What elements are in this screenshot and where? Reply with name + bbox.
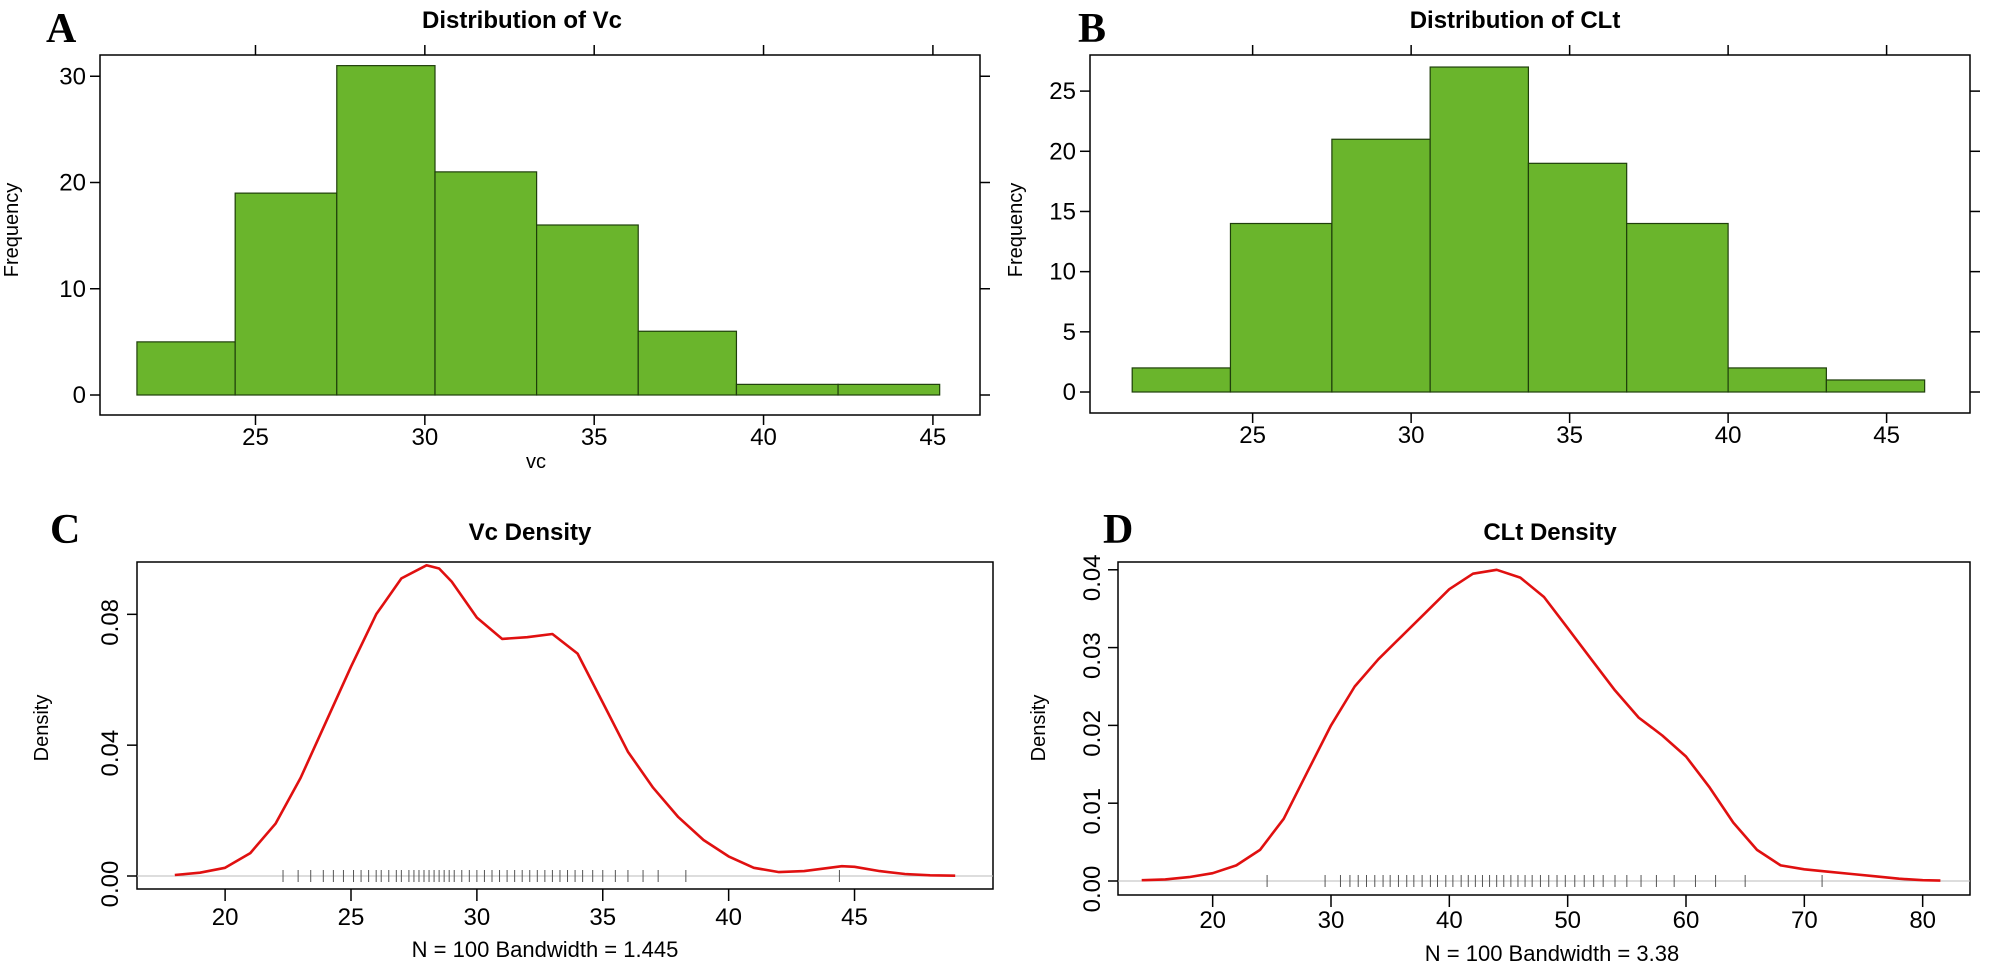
histogram-bar (837, 383, 941, 396)
histogram-bar (1527, 162, 1628, 393)
y-tick-label: 0.01 (1079, 788, 1106, 835)
plot-frame-b (1089, 54, 1971, 414)
y-tick-label: 0 (73, 382, 86, 409)
y-tick-label: 20 (1049, 138, 1076, 165)
x-tick-label: 25 (338, 904, 365, 931)
ticks-a: 25 30 35 40 45 0 10 20 30 (59, 45, 990, 451)
x-tick-label: 40 (1715, 422, 1742, 449)
density-vc: Vc Density N = 100 Bandwidth = 1.445 Den… (31, 519, 994, 962)
x-tick-label: 25 (1239, 422, 1266, 449)
chart-title-clt-density: CLt Density (1483, 519, 1617, 546)
panel-letter-a: A (46, 6, 77, 52)
plot-frame-a (99, 54, 981, 416)
plot-frame-d (1117, 561, 1971, 896)
ticks-c: 20 25 30 35 40 45 0.00 0.04 0.08 (97, 599, 868, 931)
x-tick-label: 80 (1909, 907, 1936, 934)
y-tick-label: 15 (1049, 198, 1076, 225)
y-tick-label: 0.04 (1079, 554, 1106, 601)
bars-b (1131, 66, 1926, 393)
histogram-bar (1429, 66, 1530, 393)
histogram-bar (136, 341, 236, 396)
x-tick-label: 60 (1673, 907, 1700, 934)
y-tick-label: 0.00 (1079, 866, 1106, 913)
x-tick-label: 30 (1318, 907, 1345, 934)
x-axis-label-a: vc (526, 451, 546, 473)
histogram-bar (234, 192, 338, 396)
x-tick-label: 20 (1199, 907, 1226, 934)
x-tick-label: 50 (1554, 907, 1581, 934)
y-tick-label: 10 (59, 276, 86, 303)
x-tick-label: 30 (1398, 422, 1425, 449)
histogram-bar (1331, 138, 1431, 393)
histogram-bar (1131, 367, 1232, 393)
panel-letter-d: D (1103, 507, 1133, 553)
y-tick-label: 0.08 (97, 599, 124, 646)
x-tick-label: 20 (212, 904, 239, 931)
y-axis-label-d: Density (1028, 695, 1050, 762)
y-tick-label: 30 (59, 63, 86, 90)
chart-title-vc-histogram: Distribution of Vc (422, 7, 622, 34)
x-tick-label: 70 (1791, 907, 1818, 934)
ticks-b: 25 30 35 40 45 0 5 10 15 20 25 (1049, 45, 1980, 449)
marks-c (137, 564, 993, 882)
y-axis-label-c: Density (31, 695, 53, 762)
marks-d (1118, 568, 1970, 887)
panel-letter-c: C (50, 507, 80, 553)
x-tick-label: 30 (411, 424, 438, 451)
chart-title-clt-histogram: Distribution of CLt (1410, 7, 1621, 34)
y-tick-label: 25 (1049, 78, 1076, 105)
histogram-bar (1727, 367, 1827, 393)
bars-a (136, 65, 941, 396)
x-axis-label-d: N = 100 Bandwidth = 3.38 (1425, 941, 1679, 965)
histogram-bar (536, 224, 639, 396)
y-tick-label: 0.04 (97, 730, 124, 777)
x-tick-label: 35 (589, 904, 616, 931)
histogram-clt: Distribution of CLt Frequency 25 30 35 40 45… (1005, 7, 1980, 449)
x-tick-label: 35 (581, 424, 608, 451)
x-tick-label: 40 (1436, 907, 1463, 934)
histogram-bar (336, 65, 436, 396)
y-axis-label-a: Frequency (1, 183, 23, 278)
y-tick-label: 0.00 (97, 861, 124, 908)
x-tick-label: 40 (715, 904, 742, 931)
x-tick-label: 40 (750, 424, 777, 451)
y-tick-label: 20 (59, 170, 86, 197)
y-axis-label-b: Frequency (1005, 183, 1027, 278)
histogram-bar (1229, 222, 1333, 393)
panel-letter-b: B (1078, 6, 1106, 52)
x-tick-label: 35 (1556, 422, 1583, 449)
histogram-bar (1626, 222, 1729, 393)
histogram-bar (1825, 379, 1926, 393)
histogram-bar (434, 171, 538, 396)
histogram-bar (637, 330, 738, 396)
ticks-d: 20 30 40 50 60 70 80 0.00 0.01 0.02 0.03 0.04 (1079, 554, 1936, 934)
y-tick-label: 10 (1049, 259, 1076, 286)
x-tick-label: 30 (464, 904, 491, 931)
x-tick-label: 45 (841, 904, 868, 931)
density-clt: CLt Density N = 100 Bandwidth = 3.38 Den… (1028, 519, 1971, 965)
y-tick-label: 0.03 (1079, 632, 1106, 679)
y-tick-label: 5 (1063, 319, 1076, 346)
x-tick-label: 25 (242, 424, 269, 451)
x-axis-label-c: N = 100 Bandwidth = 1.445 (412, 937, 679, 962)
chart-title-vc-density: Vc Density (469, 519, 592, 546)
density-curve (1141, 568, 1941, 882)
histogram-vc: Distribution of Vc vc Frequency 25 30 35 40… (1, 7, 990, 473)
density-curve (174, 564, 956, 877)
x-tick-label: 45 (1873, 422, 1900, 449)
plot-frame-c (136, 561, 994, 890)
histogram-bar (735, 383, 839, 396)
y-tick-label: 0.02 (1079, 710, 1106, 757)
x-tick-label: 45 (920, 424, 947, 451)
y-tick-label: 0 (1063, 379, 1076, 406)
